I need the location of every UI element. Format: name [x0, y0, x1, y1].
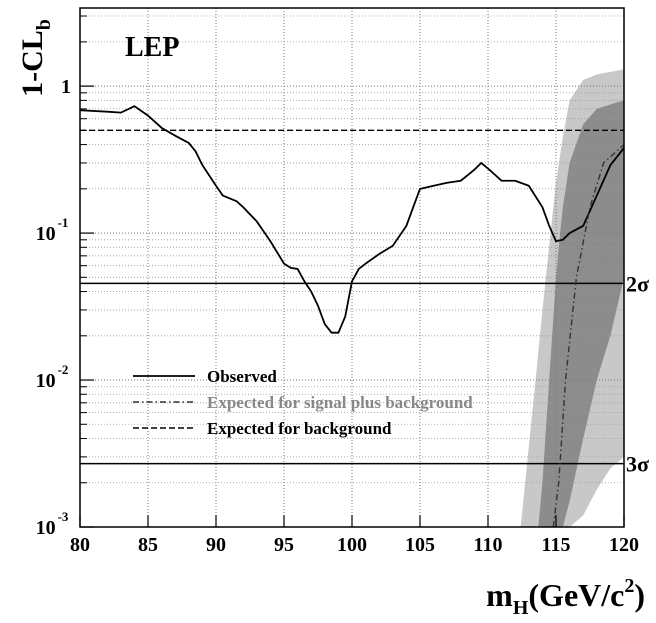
- x-tick-label: 95: [274, 534, 294, 556]
- chart-label: LEP: [125, 32, 179, 63]
- y-axis-label: 1-CLb: [16, 19, 55, 97]
- legend-label: Expected for background: [207, 419, 392, 438]
- y-tick-label: 10-1: [36, 215, 69, 245]
- x-tick-label: 80: [70, 534, 90, 556]
- x-label-sub: H: [513, 597, 529, 619]
- plot-area: [80, 8, 624, 527]
- y-tick-exponent: -2: [58, 362, 69, 377]
- x-axis-label: mH(GeV/c2): [486, 575, 645, 619]
- y-tick-exponent: -1: [58, 215, 69, 230]
- y-label-sub: b: [33, 19, 55, 30]
- y-tick-label: 10-2: [36, 362, 69, 392]
- y-tick-base: 10: [36, 517, 56, 539]
- x-tick-label: 90: [206, 534, 226, 556]
- y-tick-label: 1: [61, 76, 71, 98]
- x-tick-label: 120: [609, 534, 639, 556]
- x-label-end: ): [634, 577, 645, 613]
- series-line: [80, 105, 624, 334]
- y-tick-base: 10: [36, 370, 56, 392]
- legend-label: Expected for signal plus background: [207, 393, 473, 412]
- legend-label: Observed: [207, 367, 277, 386]
- x-tick-label: 100: [337, 534, 367, 556]
- y-tick-exponent: -3: [58, 509, 69, 524]
- series-line: [552, 144, 624, 527]
- y-label-main: 1-CL: [16, 30, 49, 97]
- sigma-label: 2σ: [626, 271, 649, 296]
- sigma-label: 3σ: [626, 452, 649, 477]
- x-tick-label: 105: [405, 534, 435, 556]
- y-tick-base: 10: [36, 223, 56, 245]
- x-tick-label: 85: [138, 534, 158, 556]
- x-tick-label: 115: [542, 534, 571, 556]
- x-label-sup: 2: [624, 575, 634, 597]
- x-tick-label: 110: [474, 534, 503, 556]
- y-tick-label: 10-3: [36, 509, 69, 539]
- x-label-rest: (GeV/c: [528, 577, 624, 613]
- x-label-main: m: [486, 577, 513, 613]
- band: [538, 100, 624, 527]
